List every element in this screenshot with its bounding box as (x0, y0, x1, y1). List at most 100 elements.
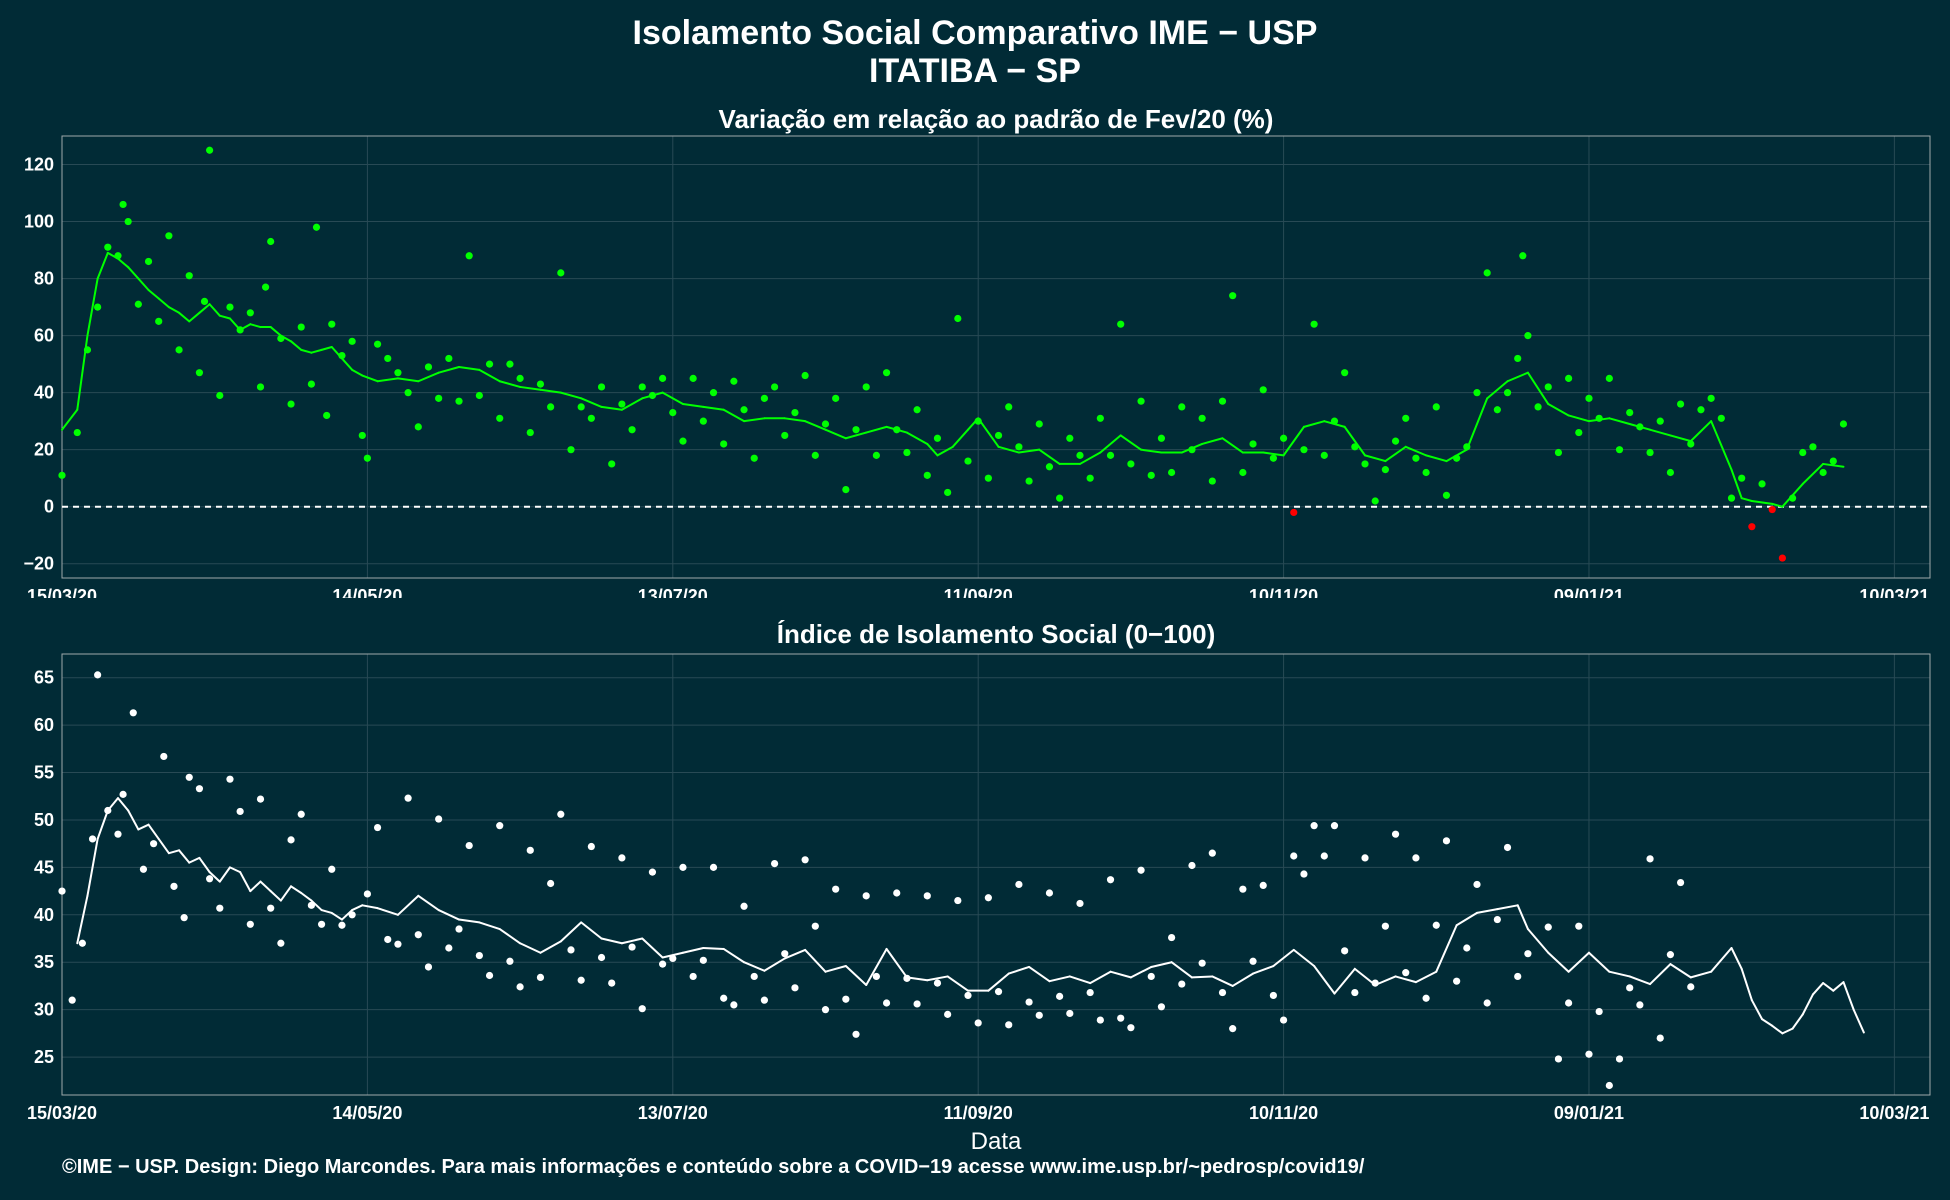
data-point (328, 865, 336, 873)
moving-average-segment (167, 306, 181, 314)
data-point (1218, 988, 1227, 997)
data-point (557, 269, 565, 277)
moving-average-segment (249, 880, 262, 893)
moving-average-segment (804, 948, 827, 973)
data-point (358, 431, 366, 440)
data-point (872, 451, 880, 459)
moving-average-segment (1282, 425, 1305, 457)
data-point (384, 935, 392, 944)
data-point (312, 223, 321, 231)
data-point (435, 815, 443, 823)
data-point (801, 371, 809, 380)
data-point (1086, 988, 1094, 997)
data-point (1473, 389, 1481, 397)
moving-average-segment (96, 251, 109, 280)
data-point (587, 842, 595, 851)
moving-average-segment (1180, 442, 1204, 454)
data-point (954, 896, 962, 905)
moving-average-segment (1567, 951, 1590, 973)
data-point (1412, 854, 1420, 862)
data-point (287, 400, 295, 408)
data-point (475, 391, 483, 400)
moving-average-segment (600, 405, 623, 411)
data-point (1381, 922, 1389, 930)
data-point (1636, 1001, 1644, 1009)
moving-average-segment (1028, 965, 1051, 983)
data-point (175, 346, 183, 354)
data-point (88, 835, 97, 843)
data-point (267, 237, 275, 246)
moving-average-segment (198, 303, 211, 314)
moving-average-segment (559, 391, 583, 400)
data-point (170, 882, 178, 890)
data-point (638, 1005, 646, 1013)
moving-average-segment (290, 885, 303, 894)
data-point (1066, 1009, 1074, 1018)
moving-average-segment (641, 937, 664, 959)
data-point (1565, 374, 1573, 382)
data-point (1351, 988, 1359, 997)
data-point (1371, 497, 1379, 505)
data-point (1290, 508, 1298, 517)
data-point (384, 354, 392, 363)
data-point (740, 406, 748, 414)
data-point (1005, 1021, 1013, 1029)
x-tick-label: 14/05/20 (332, 586, 402, 598)
moving-average-segment (519, 942, 542, 954)
data-point (165, 232, 173, 240)
moving-average-segment (320, 909, 333, 914)
data-point (750, 454, 758, 462)
moving-average-segment (1078, 451, 1102, 465)
data-point (994, 988, 1003, 996)
data-point (740, 902, 748, 910)
data-point (567, 946, 575, 954)
moving-average-segment (208, 871, 221, 883)
data-point (760, 996, 769, 1004)
data-point (547, 403, 555, 411)
moving-average-segment (885, 425, 908, 434)
moving-average-segment (396, 377, 420, 383)
data-point (1544, 383, 1552, 391)
data-point (1045, 889, 1054, 897)
data-point (506, 957, 514, 965)
data-point (139, 865, 148, 873)
moving-average-segment (178, 311, 191, 323)
moving-average-segment (844, 965, 868, 986)
moving-average-segment (865, 947, 888, 986)
data-point (1605, 1081, 1613, 1090)
data-point (577, 403, 585, 411)
moving-average-segment (116, 797, 130, 812)
moving-average-segment (661, 951, 684, 959)
data-point (1279, 1016, 1288, 1024)
data-point (1056, 992, 1064, 1000)
moving-average-segment (539, 940, 562, 954)
data-point (1738, 474, 1746, 482)
y-tick-label: 40 (34, 905, 54, 925)
moving-average-segment (1822, 462, 1845, 468)
data-point (246, 920, 254, 928)
data-point (348, 337, 356, 345)
moving-average-segment (1323, 420, 1346, 428)
moving-average-segment (279, 334, 293, 343)
y-tick-label: 65 (34, 668, 54, 688)
data-point (1615, 1055, 1624, 1063)
data-point (1239, 468, 1247, 477)
moving-average-segment (1669, 434, 1692, 443)
data-point (842, 995, 850, 1003)
x-tick-label: 13/07/20 (638, 586, 708, 598)
moving-average-segment (1516, 904, 1529, 931)
moving-average-segment (1750, 500, 1774, 505)
data-point (1045, 463, 1054, 471)
moving-average-segment (1526, 928, 1550, 954)
data-point (781, 431, 789, 440)
data-point (1137, 866, 1145, 874)
moving-average-segment (661, 391, 684, 406)
data-point (1310, 822, 1318, 830)
data-point (659, 960, 667, 968)
y-tick-label: 0 (44, 497, 54, 517)
moving-average-segment (977, 417, 1000, 448)
moving-average-segment (228, 317, 242, 331)
moving-average-segment (116, 257, 130, 269)
data-point (267, 904, 275, 912)
